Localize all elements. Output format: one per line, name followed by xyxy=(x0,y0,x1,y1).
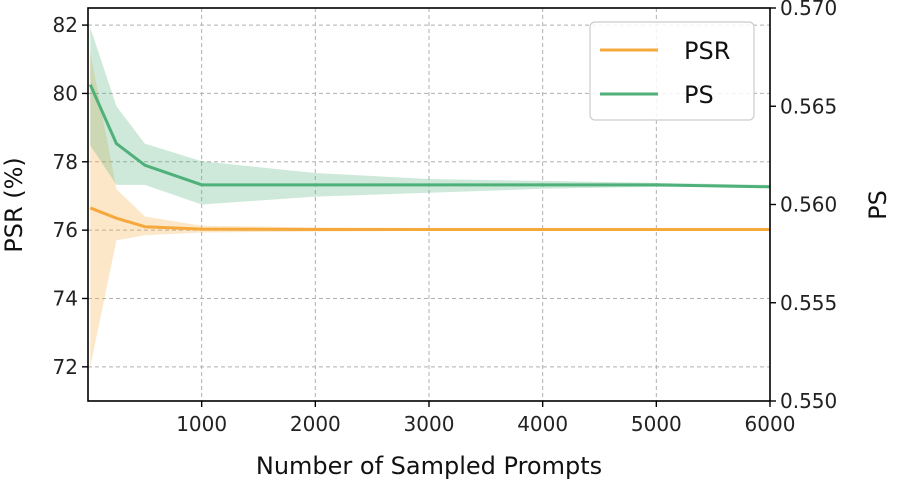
series-lines xyxy=(88,84,771,231)
y-left-tick-label: 78 xyxy=(53,150,78,174)
line-ps xyxy=(88,84,771,189)
x-tick-label: 5000 xyxy=(631,412,682,436)
x-tick-label: 3000 xyxy=(404,412,455,436)
x-tick-label: 4000 xyxy=(517,412,568,436)
x-axis-title: Number of Sampled Prompts xyxy=(256,452,602,480)
y-right-tick-label: 0.550 xyxy=(780,389,837,413)
ticks: 1000 2000 3000 4000 5000 6000 72 74 76 78 80 82 0.55… xyxy=(53,0,838,436)
y-right-tick-label: 0.555 xyxy=(780,291,837,315)
legend-label-ps: PS xyxy=(684,81,714,109)
y-axis-right-title: PS xyxy=(864,190,892,220)
y-right-tick-label: 0.560 xyxy=(780,193,837,217)
y-left-tick-label: 82 xyxy=(53,13,78,37)
y-right-tick-label: 0.570 xyxy=(780,0,837,20)
y-left-tick-label: 74 xyxy=(53,286,78,310)
line-psr xyxy=(89,206,770,231)
y-left-tick-label: 72 xyxy=(53,355,78,379)
y-axis-left-title: PSR (%) xyxy=(0,157,28,253)
y-left-tick-label: 76 xyxy=(53,218,78,242)
x-tick-label: 2000 xyxy=(290,412,341,436)
legend-label-psr: PSR xyxy=(684,37,730,65)
legend: PSR PS xyxy=(589,21,755,121)
x-tick-label: 6000 xyxy=(745,412,796,436)
y-left-tick-label: 80 xyxy=(53,81,78,105)
y-right-tick-label: 0.565 xyxy=(780,94,837,118)
x-tick-label: 1000 xyxy=(176,412,227,436)
